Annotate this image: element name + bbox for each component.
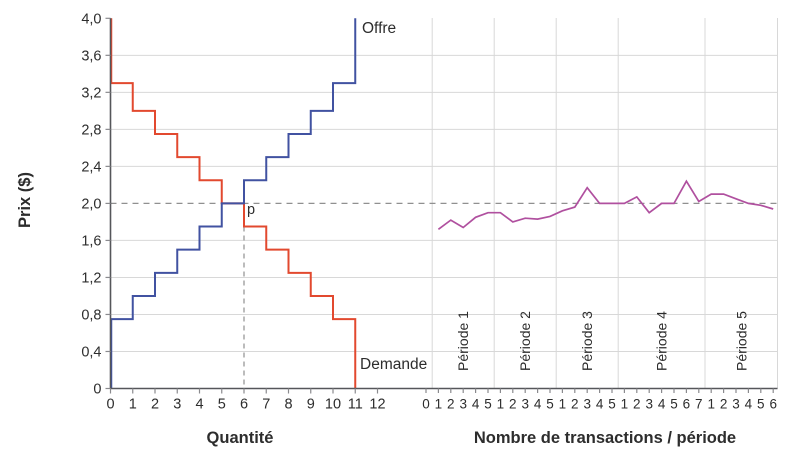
x-tick-label-transaction: 1 [559,397,567,412]
x-tick-label-quantity: 8 [284,397,292,413]
x-tick-label-transaction: 3 [521,397,529,412]
x-tick-label-quantity: 3 [173,397,181,413]
y-tick-label: 1,6 [81,233,101,249]
x-tick-label-transaction: 2 [447,397,455,412]
y-tick-label: 1,2 [81,270,101,286]
x-tick-label-transaction: 2 [720,397,728,412]
period-label: Période 1 [455,311,471,371]
y-tick-label: 0 [93,382,101,398]
x-tick-label-quantity: 0 [106,397,114,413]
period-label: Période 2 [517,311,533,371]
y-tick-label: 3,6 [81,48,101,64]
y-tick-label: 0,8 [81,307,101,323]
x-tick-label-quantity: 5 [218,397,226,413]
period-label: Période 4 [654,311,670,371]
x-tick-label-transaction: 6 [769,397,777,412]
y-axis-title: Prix ($) [15,172,34,228]
x-tick-label-transaction: 4 [745,397,753,412]
x-tick-label-quantity: 10 [325,397,341,413]
x-tick-label-transaction: 5 [484,397,492,412]
x-tick-label-transaction: 3 [459,397,467,412]
x-tick-label-transaction: 1 [435,397,443,412]
x-tick-label-quantity: 7 [262,397,270,413]
x-tick-label-transaction: 3 [583,397,591,412]
x-axis-title-quantity: Quantité [206,429,274,447]
y-tick-label: 2,8 [81,122,101,138]
x-tick-label-transaction: 4 [658,397,666,412]
x-tick-label-transaction: 2 [571,397,579,412]
x-tick-label-transaction: 3 [645,397,653,412]
supply-curve-label: Offre [362,20,397,37]
x-tick-label-transaction: 5 [608,397,616,412]
y-tick-label: 0,4 [81,344,101,360]
x-tick-label-transaction: 7 [695,397,703,412]
x-tick-label-transaction: 1 [707,397,715,412]
x-tick-label-transaction: 4 [534,397,542,412]
x-tick-label-transaction: 1 [497,397,505,412]
demand-curve-label: Demande [360,356,428,373]
x-tick-label-transaction: 5 [670,397,678,412]
period-label: Période 5 [733,311,749,371]
period-label: Période 3 [579,311,595,371]
x-tick-label-transaction: 3 [732,397,740,412]
transaction-price-line [437,179,774,230]
x-tick-label-transaction: 5 [546,397,554,412]
y-tick-label: 2,4 [81,159,101,175]
x-tick-label-quantity: 12 [369,397,385,413]
x-tick-label-quantity: 11 [348,397,363,413]
equilibrium-price-label: p [247,202,256,218]
x-tick-label-quantity: 2 [151,397,159,413]
x-tick-label-transaction: 5 [757,397,765,412]
x-tick-label-quantity: 6 [240,397,248,413]
y-tick-label: 3,2 [81,85,101,101]
x-tick-label-transaction: 4 [596,397,604,412]
x-tick-label-transaction: 6 [683,397,691,412]
supply-curve [110,18,357,389]
x-tick-label-quantity: 1 [129,397,137,413]
x-tick-label-transaction: 0 [422,397,430,412]
x-axis-title-transactions: Nombre de transactions / période [473,429,737,447]
x-tick-label-quantity: 4 [195,397,203,413]
x-tick-label-transaction: 2 [509,397,517,412]
x-tick-label-quantity: 9 [307,397,315,413]
x-tick-label-transaction: 4 [472,397,480,412]
y-tick-label: 4,0 [81,11,101,27]
x-tick-label-transaction: 1 [621,397,629,412]
y-tick-label: 2,0 [81,196,101,212]
x-tick-label-transaction: 2 [633,397,641,412]
